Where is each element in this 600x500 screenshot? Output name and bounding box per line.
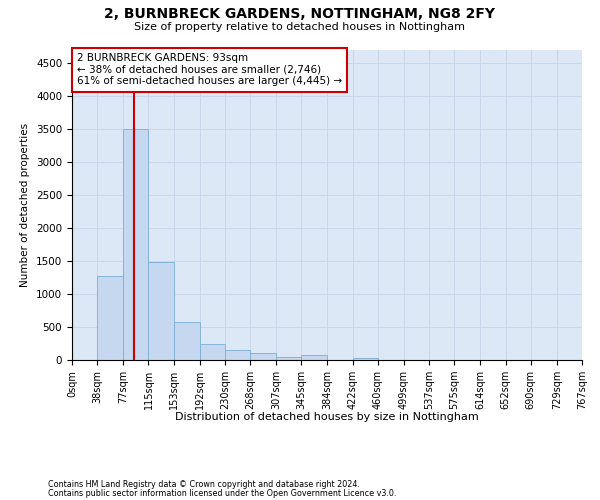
Text: 2, BURNBRECK GARDENS, NOTTINGHAM, NG8 2FY: 2, BURNBRECK GARDENS, NOTTINGHAM, NG8 2F… (104, 8, 496, 22)
Bar (301, 354, 328, 360)
Y-axis label: Number of detached properties: Number of detached properties (20, 123, 31, 287)
Text: Size of property relative to detached houses in Nottingham: Size of property relative to detached ho… (134, 22, 466, 32)
Bar (200, 344, 225, 360)
Bar (276, 356, 301, 360)
X-axis label: Distribution of detached houses by size in Nottingham: Distribution of detached houses by size … (175, 412, 479, 422)
Bar (97, 276, 123, 360)
Bar (174, 322, 200, 360)
Text: Contains public sector information licensed under the Open Government Licence v3: Contains public sector information licen… (48, 488, 397, 498)
Text: Contains HM Land Registry data © Crown copyright and database right 2024.: Contains HM Land Registry data © Crown c… (48, 480, 360, 489)
Bar (148, 262, 174, 360)
Bar (250, 354, 276, 360)
Text: 2 BURNBRECK GARDENS: 93sqm
← 38% of detached houses are smaller (2,746)
61% of s: 2 BURNBRECK GARDENS: 93sqm ← 38% of deta… (77, 53, 342, 86)
Bar (353, 358, 378, 360)
Bar (225, 350, 250, 360)
Bar (123, 129, 148, 360)
